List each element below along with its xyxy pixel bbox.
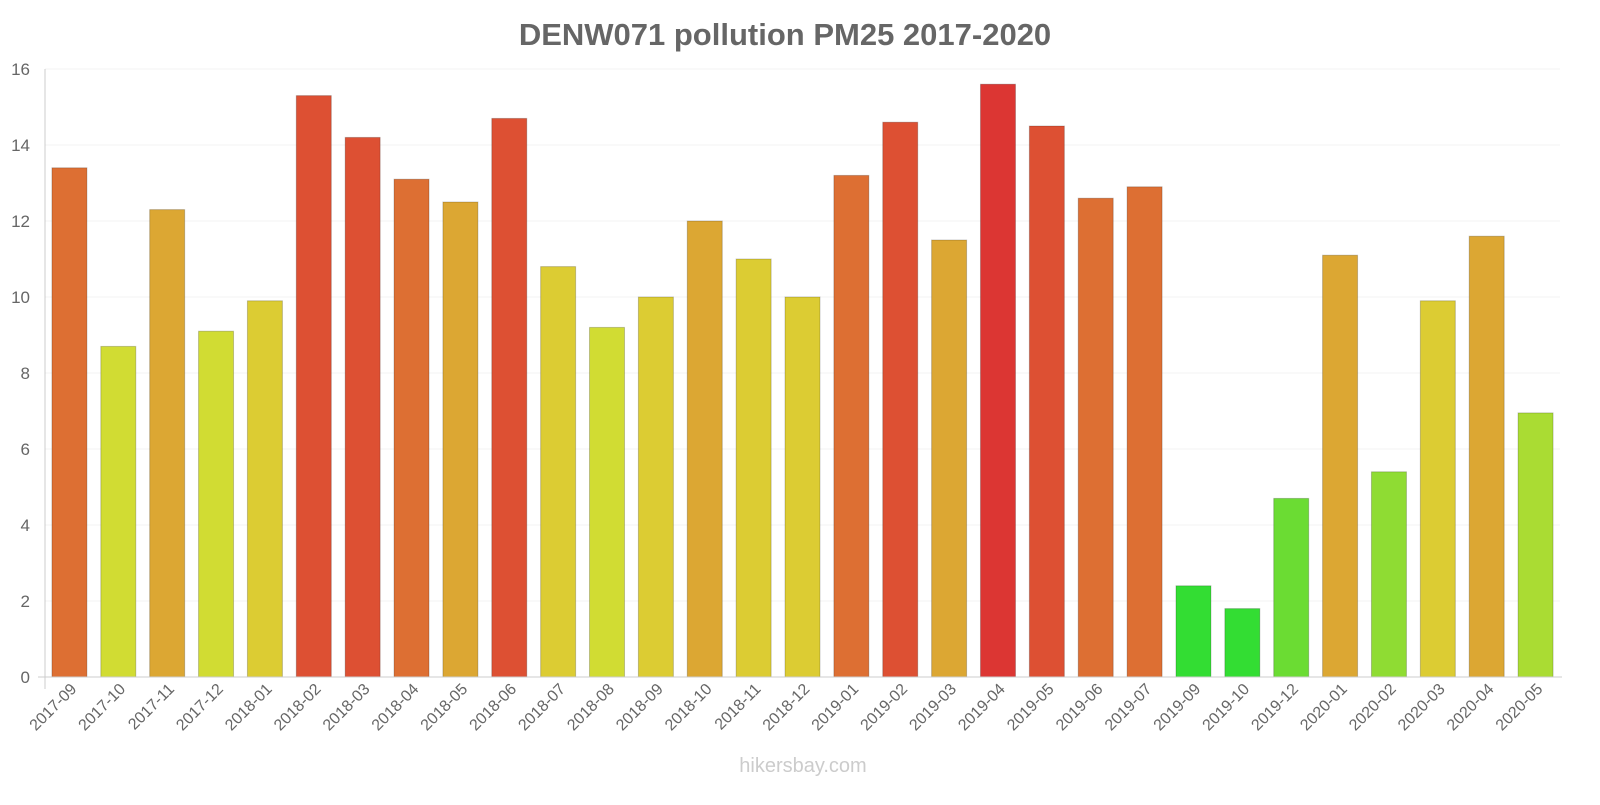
bar-2019-10	[1224, 608, 1261, 678]
bar-2019-04	[979, 83, 1016, 678]
x-tick-label: 2018-04	[369, 681, 423, 735]
x-tick-label: 2018-01	[222, 681, 276, 735]
bar-2018-06	[491, 117, 528, 678]
bar-2019-05	[1028, 125, 1065, 678]
x-tick-label: 2019-07	[1102, 681, 1156, 735]
x-tick-label: 2017-12	[173, 681, 227, 735]
bar-2020-03	[1419, 300, 1456, 678]
y-tick-label: 0	[21, 668, 30, 687]
x-tick-label: 2017-11	[125, 681, 178, 734]
x-tick-label: 2018-05	[418, 681, 472, 735]
x-tick-label: 2020-04	[1444, 681, 1498, 735]
bar-2019-02	[882, 121, 919, 678]
x-tick-label: 2020-05	[1493, 681, 1547, 735]
bar-2020-02	[1370, 471, 1407, 678]
bar-2019-06	[1077, 197, 1114, 678]
bar-2018-01	[246, 300, 283, 678]
x-tick-label: 2017-09	[27, 681, 81, 735]
chart-title: DENW071 pollution PM25 2017-2020	[519, 17, 1051, 52]
y-tick-label: 16	[11, 60, 30, 79]
bar-2017-09	[51, 167, 88, 678]
x-tick-label: 2020-02	[1346, 681, 1400, 735]
bar-2017-10	[100, 345, 137, 678]
x-tick-label: 2018-06	[467, 681, 521, 735]
x-tick-label: 2019-01	[809, 681, 863, 735]
y-tick-label: 6	[21, 440, 30, 459]
x-tick-label: 2018-02	[271, 681, 325, 735]
x-tick-label: 2019-05	[1004, 681, 1058, 735]
bar-2018-11	[735, 258, 772, 678]
x-tick-label: 2018-03	[320, 681, 374, 735]
bar-2020-01	[1322, 254, 1359, 678]
bar-2019-12	[1273, 497, 1310, 678]
bar-2017-12	[198, 330, 235, 678]
x-tick-label: 2019-12	[1248, 681, 1302, 735]
x-tick-label: 2019-10	[1200, 681, 1254, 735]
x-tick-label: 2019-06	[1053, 681, 1107, 735]
x-tick-label: 2019-09	[1151, 681, 1205, 735]
y-tick-label: 10	[11, 288, 30, 307]
x-tick-label: 2018-07	[515, 681, 569, 735]
x-tick-label: 2019-04	[955, 681, 1009, 735]
x-tick-label: 2018-12	[760, 681, 814, 735]
x-tick-label: 2020-01	[1297, 681, 1351, 735]
x-tick-label: 2019-02	[858, 681, 912, 735]
x-tick-label: 2020-03	[1395, 681, 1449, 735]
bar-2018-02	[295, 95, 332, 678]
bar-2018-12	[784, 296, 821, 678]
bar-2020-04	[1468, 235, 1505, 678]
y-tick-label: 14	[11, 136, 30, 155]
y-tick-label: 12	[11, 212, 30, 231]
bar-2018-05	[442, 201, 479, 678]
bar-2018-07	[540, 266, 577, 678]
bar-2018-09	[637, 296, 674, 678]
bar-2019-01	[833, 174, 870, 678]
bar-2020-05	[1517, 412, 1554, 678]
x-tick-label: 2019-03	[906, 681, 960, 735]
y-tick-label: 8	[21, 364, 30, 383]
x-tick-label: 2018-09	[613, 681, 667, 735]
bar-2019-03	[931, 239, 968, 678]
bar-2019-07	[1126, 186, 1163, 678]
y-tick-label: 2	[21, 592, 30, 611]
bar-2017-11	[149, 209, 186, 678]
watermark: hikersbay.com	[739, 755, 866, 777]
x-tick-label: 2018-10	[662, 681, 716, 735]
bar-2018-04	[393, 178, 430, 678]
bar-2018-10	[686, 220, 723, 678]
x-tick-label: 2017-10	[76, 681, 130, 735]
bar-2018-03	[344, 136, 381, 678]
x-tick-label: 2018-08	[564, 681, 618, 735]
x-tick-label: 2018-11	[712, 681, 765, 734]
bar-2018-08	[589, 326, 626, 678]
y-tick-label: 4	[21, 516, 30, 535]
bar-2019-09	[1175, 585, 1212, 678]
